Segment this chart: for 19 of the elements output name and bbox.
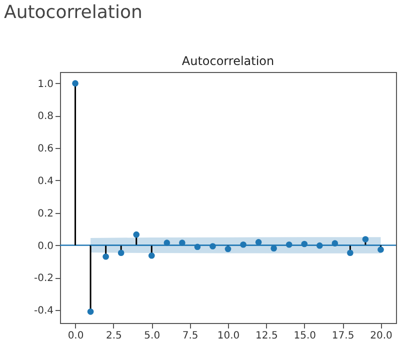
chart-title: Autocorrelation xyxy=(4,2,142,23)
x-tick-label: 7.5 xyxy=(182,330,198,342)
x-tick-label: 17.5 xyxy=(332,330,354,342)
x-tick-label: 15.0 xyxy=(294,330,316,342)
y-tick-label: 0.6 xyxy=(38,144,54,155)
y-tick-label: 1.0 xyxy=(38,78,54,90)
x-tick-label: 10.0 xyxy=(217,330,240,342)
y-tick-label: -0.2 xyxy=(34,273,54,284)
y-tick-label: 0.0 xyxy=(38,240,54,252)
x-tick-label: 12.5 xyxy=(256,330,278,342)
y-tick-label: 0.4 xyxy=(38,176,54,187)
y-tick-label: 0.8 xyxy=(38,111,54,122)
x-tick-label: 2.5 xyxy=(106,330,122,342)
x-tick-label: 5.0 xyxy=(144,330,160,342)
x-tick-label: 20.0 xyxy=(370,330,392,342)
chart-subtitle: Autocorrelation xyxy=(182,54,274,68)
y-tick-label: -0.4 xyxy=(34,306,54,317)
y-tick-label: 0.2 xyxy=(38,208,54,220)
x-tick-label: 0.0 xyxy=(68,330,84,342)
